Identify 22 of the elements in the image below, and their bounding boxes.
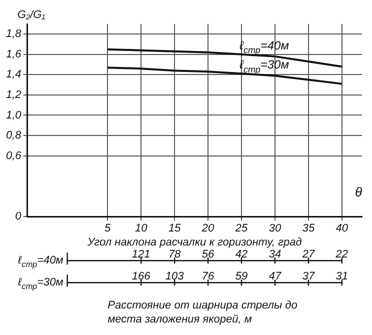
y-tick-label: 1,4 xyxy=(6,68,22,81)
y-tick-label: 1,2 xyxy=(6,89,22,102)
y-tick-label: 0,8 xyxy=(6,130,22,142)
text: 166 103 76 59 47 37 31 xyxy=(132,270,348,283)
x-tick-label: 40 xyxy=(336,222,349,234)
y-tick-label: 1,6 xyxy=(6,48,22,60)
y-axis-title: G₂/G₁ xyxy=(17,9,46,21)
y-tick-label: 1,8 xyxy=(6,28,22,40)
x-tick-label: 30 xyxy=(268,222,282,234)
x-tick-label: 20 xyxy=(200,222,216,234)
y-tick-label: 1,0 xyxy=(6,109,22,122)
x-axis-title: Угол наклона расчалки к горизонту, град xyxy=(86,236,302,248)
annotation: θ xyxy=(354,184,362,200)
x-tick-label: 25 xyxy=(234,222,248,234)
text: Расстояние от шарнира стрелы до места заложения якорей, м xyxy=(108,300,298,326)
x-tick-label: 10 xyxy=(134,222,148,234)
y-tick-label: 0,6 xyxy=(6,150,22,162)
y-tick-label: 0 xyxy=(15,210,22,223)
x-tick-label: 5 xyxy=(104,222,112,234)
x-tick-label: 35 xyxy=(302,222,316,234)
text: 121 78 56 42 34 27 22 xyxy=(132,248,348,261)
x-tick-label: 15 xyxy=(168,222,182,234)
